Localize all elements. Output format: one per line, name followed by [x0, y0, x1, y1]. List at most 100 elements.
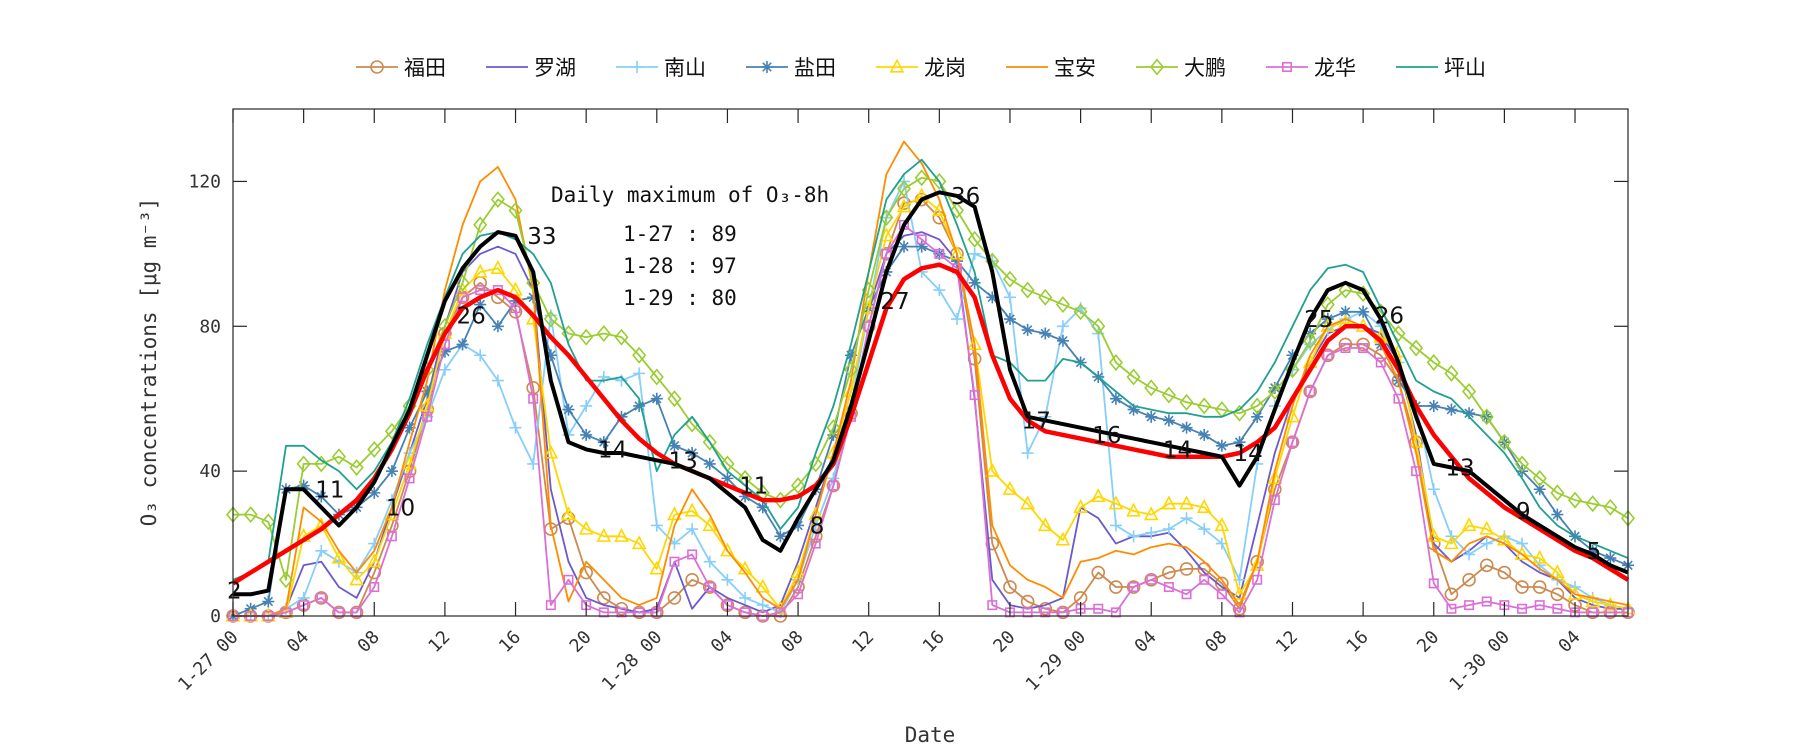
- square-marker: [828, 480, 839, 491]
- triangle-marker: [402, 455, 417, 470]
- diamond-marker: [1126, 368, 1141, 386]
- x-tick-label: 20: [1413, 627, 1443, 657]
- triangle-marker: [949, 245, 965, 260]
- annotation-line: 1-28 : 97: [623, 254, 737, 278]
- triangle-marker: [1143, 506, 1159, 521]
- diamond-marker: [932, 172, 947, 190]
- plot-area: [233, 109, 1628, 616]
- asterisk-marker: [1056, 334, 1069, 347]
- legend-label: 龙华: [1314, 56, 1356, 80]
- diamond-marker: [296, 455, 311, 473]
- plus-marker: [968, 247, 981, 260]
- legend: 福田 罗湖 南山 盐田 龙岗 宝安 大鹏 龙华 坪山: [356, 56, 1486, 80]
- point-label: 5: [1587, 539, 1602, 565]
- legend-label: 坪山: [1444, 56, 1486, 80]
- x-tick-label: 08: [1201, 627, 1231, 657]
- plus-marker: [1127, 530, 1140, 543]
- point-label: 25: [1304, 307, 1333, 333]
- diamond-marker: [349, 459, 364, 476]
- plus-marker: [686, 523, 699, 536]
- point-label: 26: [457, 303, 486, 329]
- point-label: 36: [951, 184, 980, 210]
- asterisk-marker: [668, 439, 681, 452]
- point-label: 11: [315, 477, 344, 503]
- triangle-marker: [1214, 517, 1230, 532]
- series-line: [233, 190, 1629, 597]
- diamond-marker: [1550, 484, 1565, 502]
- y-tick-label: 120: [188, 171, 221, 192]
- plot-frame: [232, 108, 1629, 617]
- square-marker: [1199, 574, 1210, 585]
- diamond-marker: [914, 169, 929, 187]
- triangle-marker: [1550, 564, 1565, 579]
- circle-marker: [1356, 337, 1370, 352]
- asterisk-marker: [368, 486, 381, 499]
- diamond-marker: [1038, 288, 1053, 306]
- diamond-marker: [1161, 386, 1176, 404]
- square-marker: [1358, 343, 1369, 354]
- diamond-marker: [1409, 339, 1424, 357]
- triangle-marker: [1002, 480, 1018, 495]
- asterisk-marker: [1127, 403, 1140, 416]
- x-tick-label: 12: [424, 627, 454, 657]
- point-label: 16: [1092, 423, 1121, 449]
- asterisk-marker: [761, 61, 773, 73]
- circle-marker: [1303, 384, 1317, 399]
- square-marker: [1534, 600, 1545, 611]
- diamond-marker: [1250, 397, 1265, 415]
- circle-marker: [1250, 554, 1264, 569]
- asterisk-marker: [968, 276, 981, 289]
- plus-marker: [509, 421, 522, 434]
- triangle-marker: [808, 506, 824, 521]
- square-marker: [1322, 350, 1333, 361]
- diamond-marker: [1108, 354, 1123, 371]
- square-marker: [1446, 603, 1457, 614]
- diamond-marker: [843, 361, 859, 379]
- asterisk-marker: [597, 436, 610, 449]
- asterisk-marker: [1039, 327, 1052, 340]
- circle-marker: [1515, 580, 1529, 594]
- legend-item: 罗湖: [486, 56, 576, 80]
- diamond-marker: [1444, 364, 1459, 382]
- plus-marker: [527, 457, 540, 470]
- legend-label: 盐田: [794, 56, 836, 80]
- diamond-marker: [526, 274, 541, 292]
- circle-marker: [1285, 435, 1300, 449]
- circle-marker: [685, 572, 699, 587]
- diamond-marker: [1144, 379, 1159, 397]
- square-marker: [316, 592, 327, 603]
- plus-marker: [703, 555, 716, 568]
- circle-marker: [1479, 558, 1494, 573]
- asterisk-marker: [1286, 349, 1299, 362]
- asterisk-marker: [1145, 410, 1158, 423]
- diamond-marker: [1285, 361, 1300, 379]
- circle-marker: [1003, 580, 1017, 594]
- square-marker: [793, 589, 804, 600]
- point-label: 2: [227, 579, 242, 605]
- diamond-marker: [1391, 325, 1406, 342]
- square-marker: [934, 248, 945, 259]
- diamond-marker: [1055, 296, 1070, 314]
- diamond-marker: [314, 455, 329, 473]
- triangle-marker: [1108, 495, 1124, 510]
- square-marker: [386, 531, 397, 542]
- diamond-marker: [543, 310, 558, 328]
- diamond-marker: [1356, 285, 1371, 303]
- plus-marker: [721, 573, 734, 586]
- plus-marker: [491, 374, 504, 387]
- y-tick-label: 80: [199, 316, 221, 337]
- x-tick-label: 16: [919, 627, 949, 657]
- square-marker: [1464, 600, 1475, 611]
- asterisk-marker: [1180, 421, 1193, 434]
- diamond-marker: [1197, 397, 1212, 415]
- x-tick-label: 16: [495, 627, 525, 657]
- diamond-marker: [278, 571, 294, 589]
- circle-marker: [1497, 565, 1512, 580]
- asterisk-marker: [580, 428, 593, 441]
- triangle-marker: [631, 535, 647, 550]
- diamond-marker: [243, 506, 258, 524]
- triangle-marker: [1267, 470, 1283, 484]
- triangle-marker: [649, 560, 665, 575]
- triangle-marker: [1532, 549, 1548, 564]
- diamond-marker: [473, 216, 488, 234]
